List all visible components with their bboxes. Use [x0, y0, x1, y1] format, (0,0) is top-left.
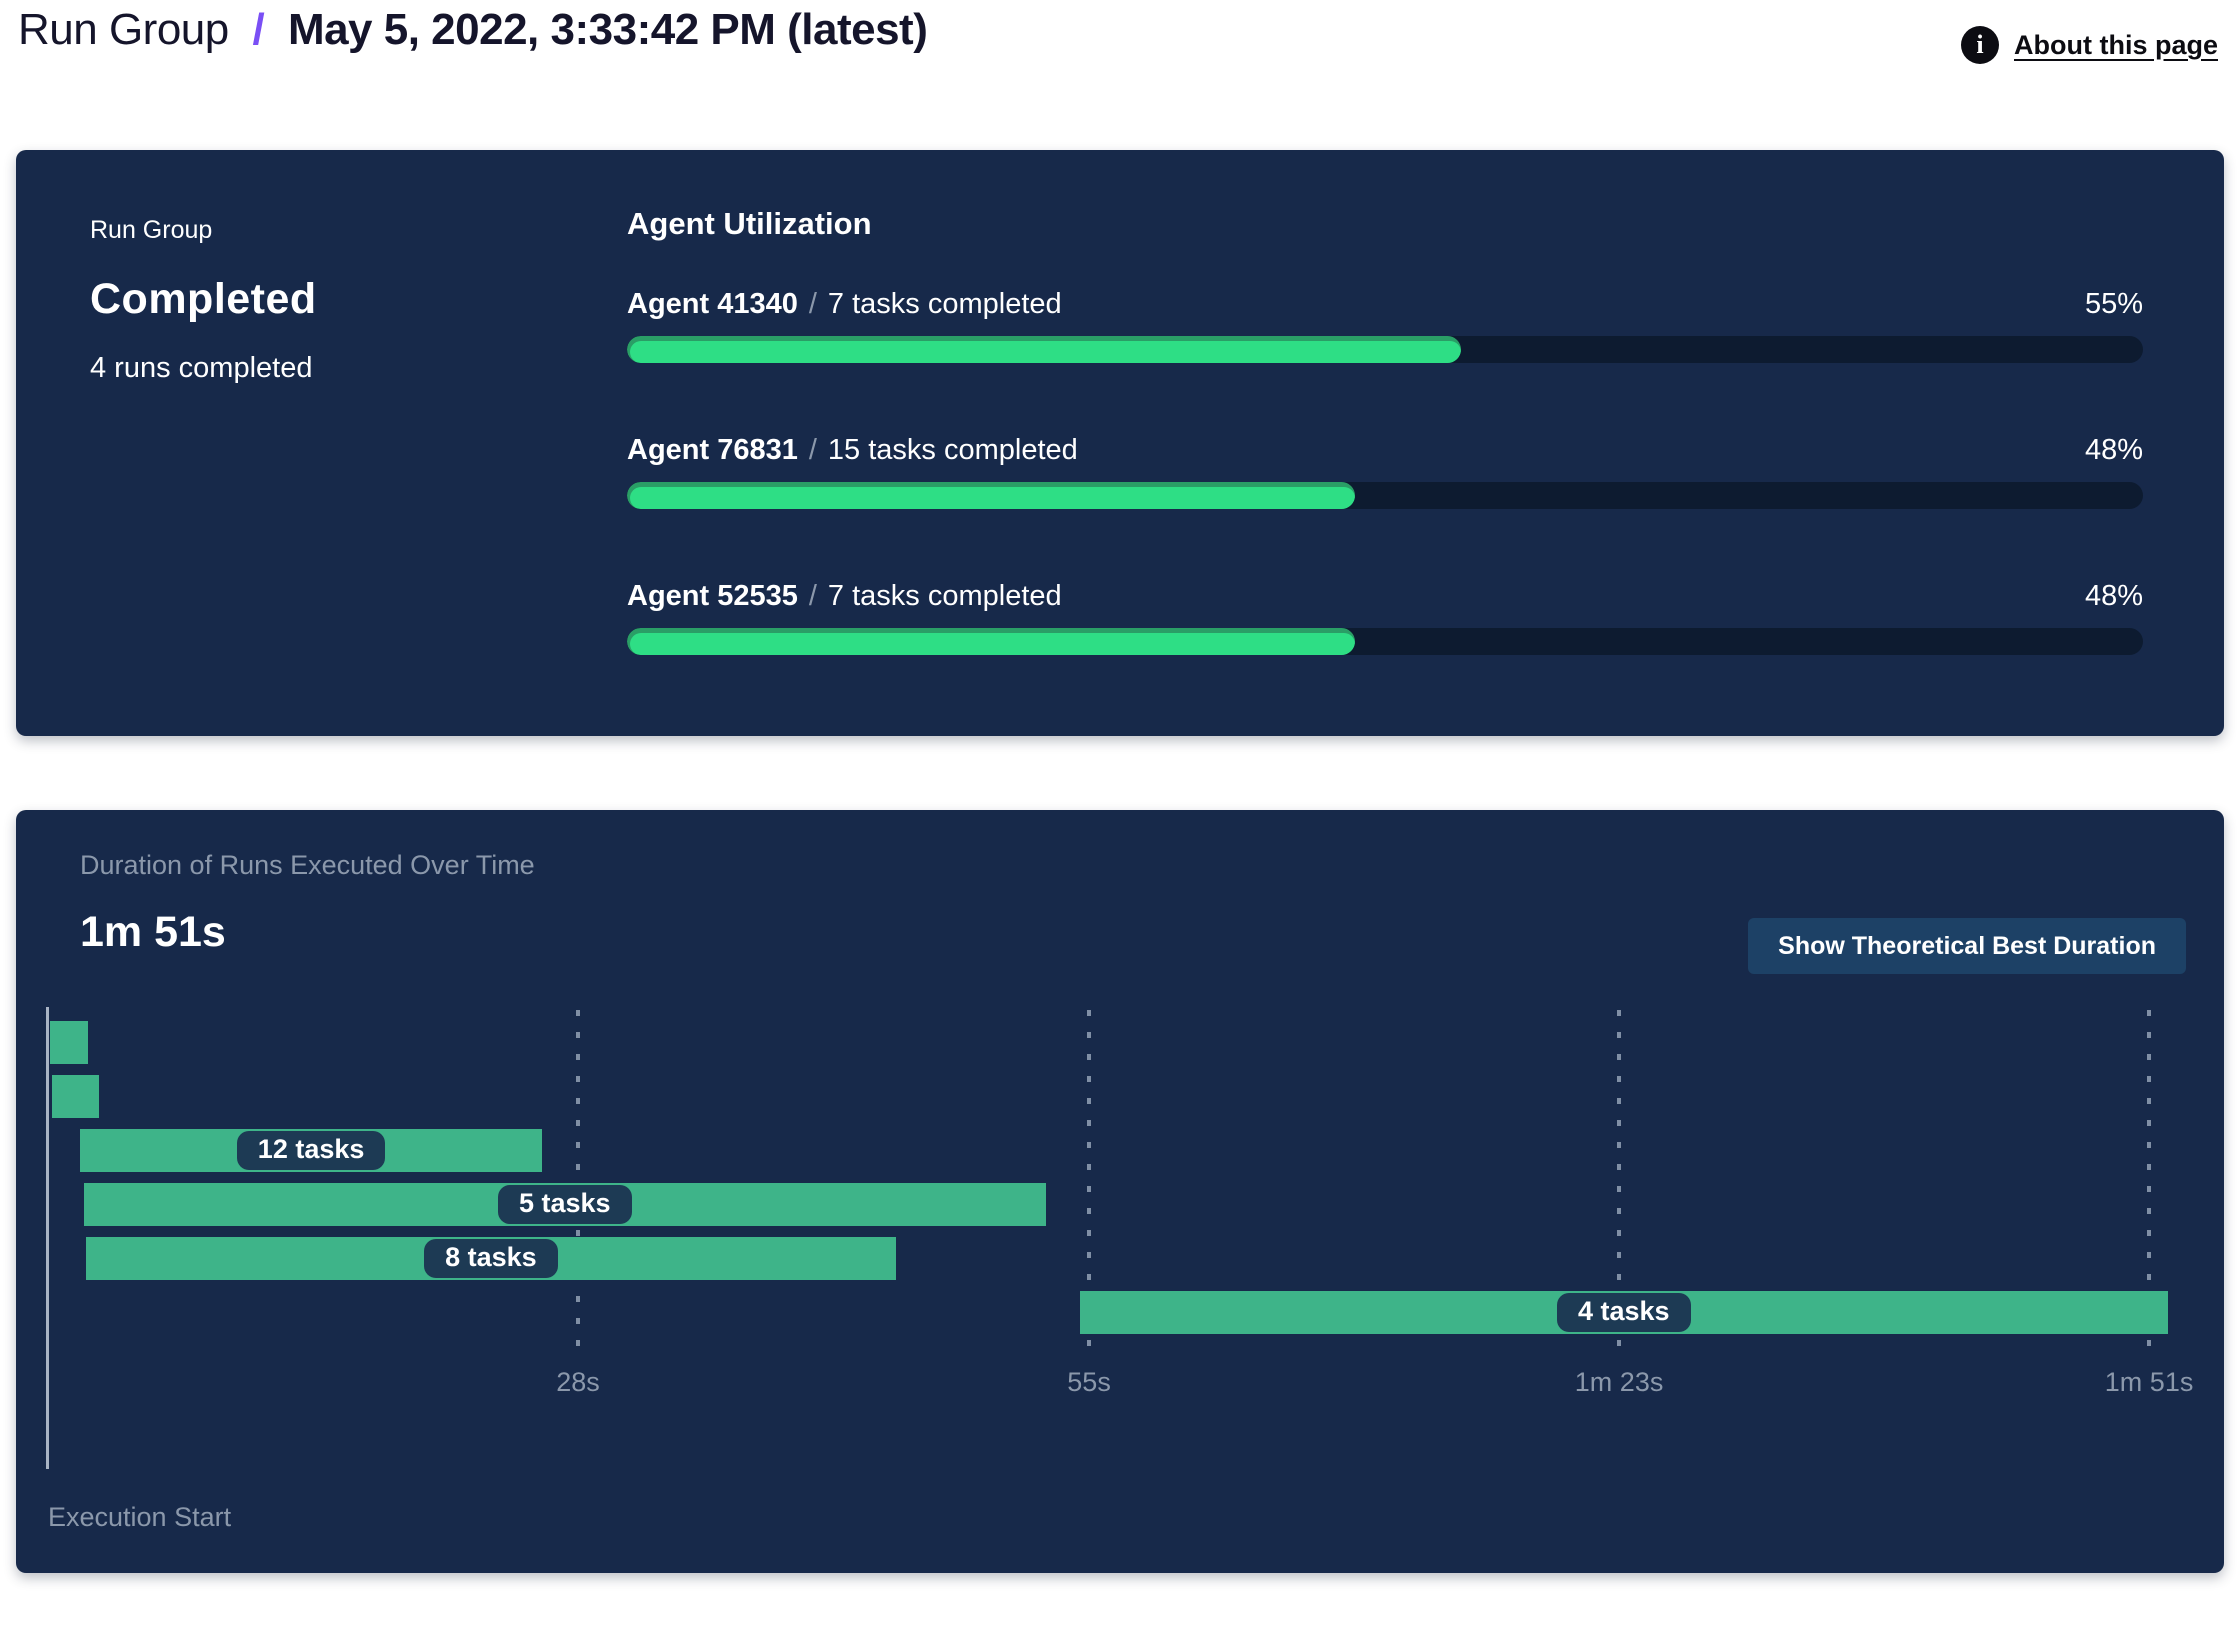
time-gridline	[1087, 1010, 1092, 1350]
utilization-bar-highlight	[630, 341, 1461, 363]
task-count-pill: 4 tasks	[1557, 1293, 1691, 1332]
agent-name: Agent 41340	[627, 288, 798, 320]
agent-name: Agent 52535	[627, 580, 798, 612]
execution-start-label: Execution Start	[48, 1502, 232, 1532]
agent-row: Agent 52535 / 7 tasks completed 48%	[627, 580, 2143, 655]
axis-tick-label: 55s	[1067, 1367, 1111, 1397]
run-duration-bar[interactable]: 5 tasks	[83, 1183, 1046, 1226]
agent-row-header: Agent 76831 / 15 tasks completed 48%	[627, 434, 2143, 467]
axis-tick-label: 1m 23s	[1574, 1367, 1664, 1397]
agent-separator: /	[808, 288, 817, 320]
utilization-bar-highlight	[630, 487, 1355, 509]
execution-start-axis-line	[46, 1007, 49, 1469]
agent-row: Agent 41340 / 7 tasks completed 55%	[627, 288, 2143, 363]
task-count-pill: 8 tasks	[424, 1239, 558, 1278]
run-duration-bar[interactable]	[51, 1075, 100, 1118]
agent-utilization-title: Agent Utilization	[627, 206, 872, 241]
show-theoretical-best-duration-button[interactable]: Show Theoretical Best Duration	[1748, 918, 2186, 974]
utilization-bar-fill	[627, 628, 1355, 655]
run-group-status-block: Run Group Completed 4 runs completed	[16, 150, 627, 736]
run-group-summary-panel: Run Group Completed 4 runs completed Age…	[16, 150, 2224, 736]
page-header: Run Group / May 5, 2022, 3:33:42 PM (lat…	[18, 4, 2218, 64]
breadcrumb: Run Group / May 5, 2022, 3:33:42 PM (lat…	[18, 4, 928, 57]
duration-chart: 28s 55s 1m 23s 1m 51s 12 tasks 5 tasks 8 tasks…	[46, 1005, 2193, 1475]
axis-tick-label: 1m 51s	[2104, 1367, 2194, 1397]
utilization-bar-fill	[627, 336, 1461, 363]
breadcrumb-root: Run Group	[18, 5, 229, 54]
page-title: May 5, 2022, 3:33:42 PM (latest)	[287, 5, 928, 54]
agent-row-header: Agent 41340 / 7 tasks completed 55%	[627, 288, 2143, 321]
about-this-page-link[interactable]: About this page	[2014, 29, 2218, 60]
agent-tasks-completed: 15 tasks completed	[827, 434, 1078, 466]
task-count-pill: 12 tasks	[236, 1131, 386, 1170]
info-icon[interactable]: i	[1961, 26, 1999, 64]
time-gridline	[2147, 1010, 2152, 1350]
time-gridline	[1617, 1010, 1622, 1350]
agent-rows: Agent 41340 / 7 tasks completed 55% Agent 76…	[627, 288, 2143, 655]
agent-separator: /	[808, 580, 817, 612]
duration-panel: Duration of Runs Executed Over Time 1m 5…	[16, 810, 2224, 1573]
run-duration-bar[interactable]: 4 tasks	[1079, 1291, 2168, 1334]
task-count-pill: 5 tasks	[497, 1185, 632, 1224]
agent-name: Agent 76831	[627, 434, 798, 466]
utilization-bar-track	[627, 482, 2143, 509]
agent-tasks-completed: 7 tasks completed	[827, 580, 1062, 612]
breadcrumb-separator: /	[252, 5, 265, 54]
run-duration-bar[interactable]: 8 tasks	[85, 1237, 896, 1280]
utilization-bar-track	[627, 336, 2143, 363]
duration-chart-title: Duration of Runs Executed Over Time	[80, 850, 535, 880]
about-this-page[interactable]: i About this page	[1961, 26, 2218, 64]
agent-utilization-section: Agent Utilization Agent 41340 / 7 tasks co…	[627, 150, 2224, 736]
agent-utilization-percent: 48%	[2084, 580, 2143, 612]
run-duration-bar[interactable]	[49, 1021, 88, 1064]
agent-tasks-completed: 7 tasks completed	[827, 288, 1062, 320]
axis-tick-label: 28s	[556, 1367, 600, 1397]
utilization-bar-track	[627, 628, 2143, 655]
agent-utilization-percent: 55%	[2084, 288, 2143, 320]
run-duration-bar[interactable]: 12 tasks	[80, 1129, 543, 1172]
total-duration-value: 1m 51s	[80, 908, 226, 956]
agent-row-header: Agent 52535 / 7 tasks completed 48%	[627, 580, 2143, 613]
utilization-bar-highlight	[630, 633, 1355, 655]
utilization-bar-fill	[627, 482, 1355, 509]
run-group-status: Completed	[90, 275, 317, 323]
time-gridline	[576, 1010, 580, 1350]
agent-separator: /	[808, 434, 817, 466]
agent-row: Agent 76831 / 15 tasks completed 48%	[627, 434, 2143, 509]
runs-completed-count: 4 runs completed	[90, 352, 313, 384]
run-group-kicker: Run Group	[90, 216, 213, 244]
agent-utilization-percent: 48%	[2084, 434, 2143, 466]
